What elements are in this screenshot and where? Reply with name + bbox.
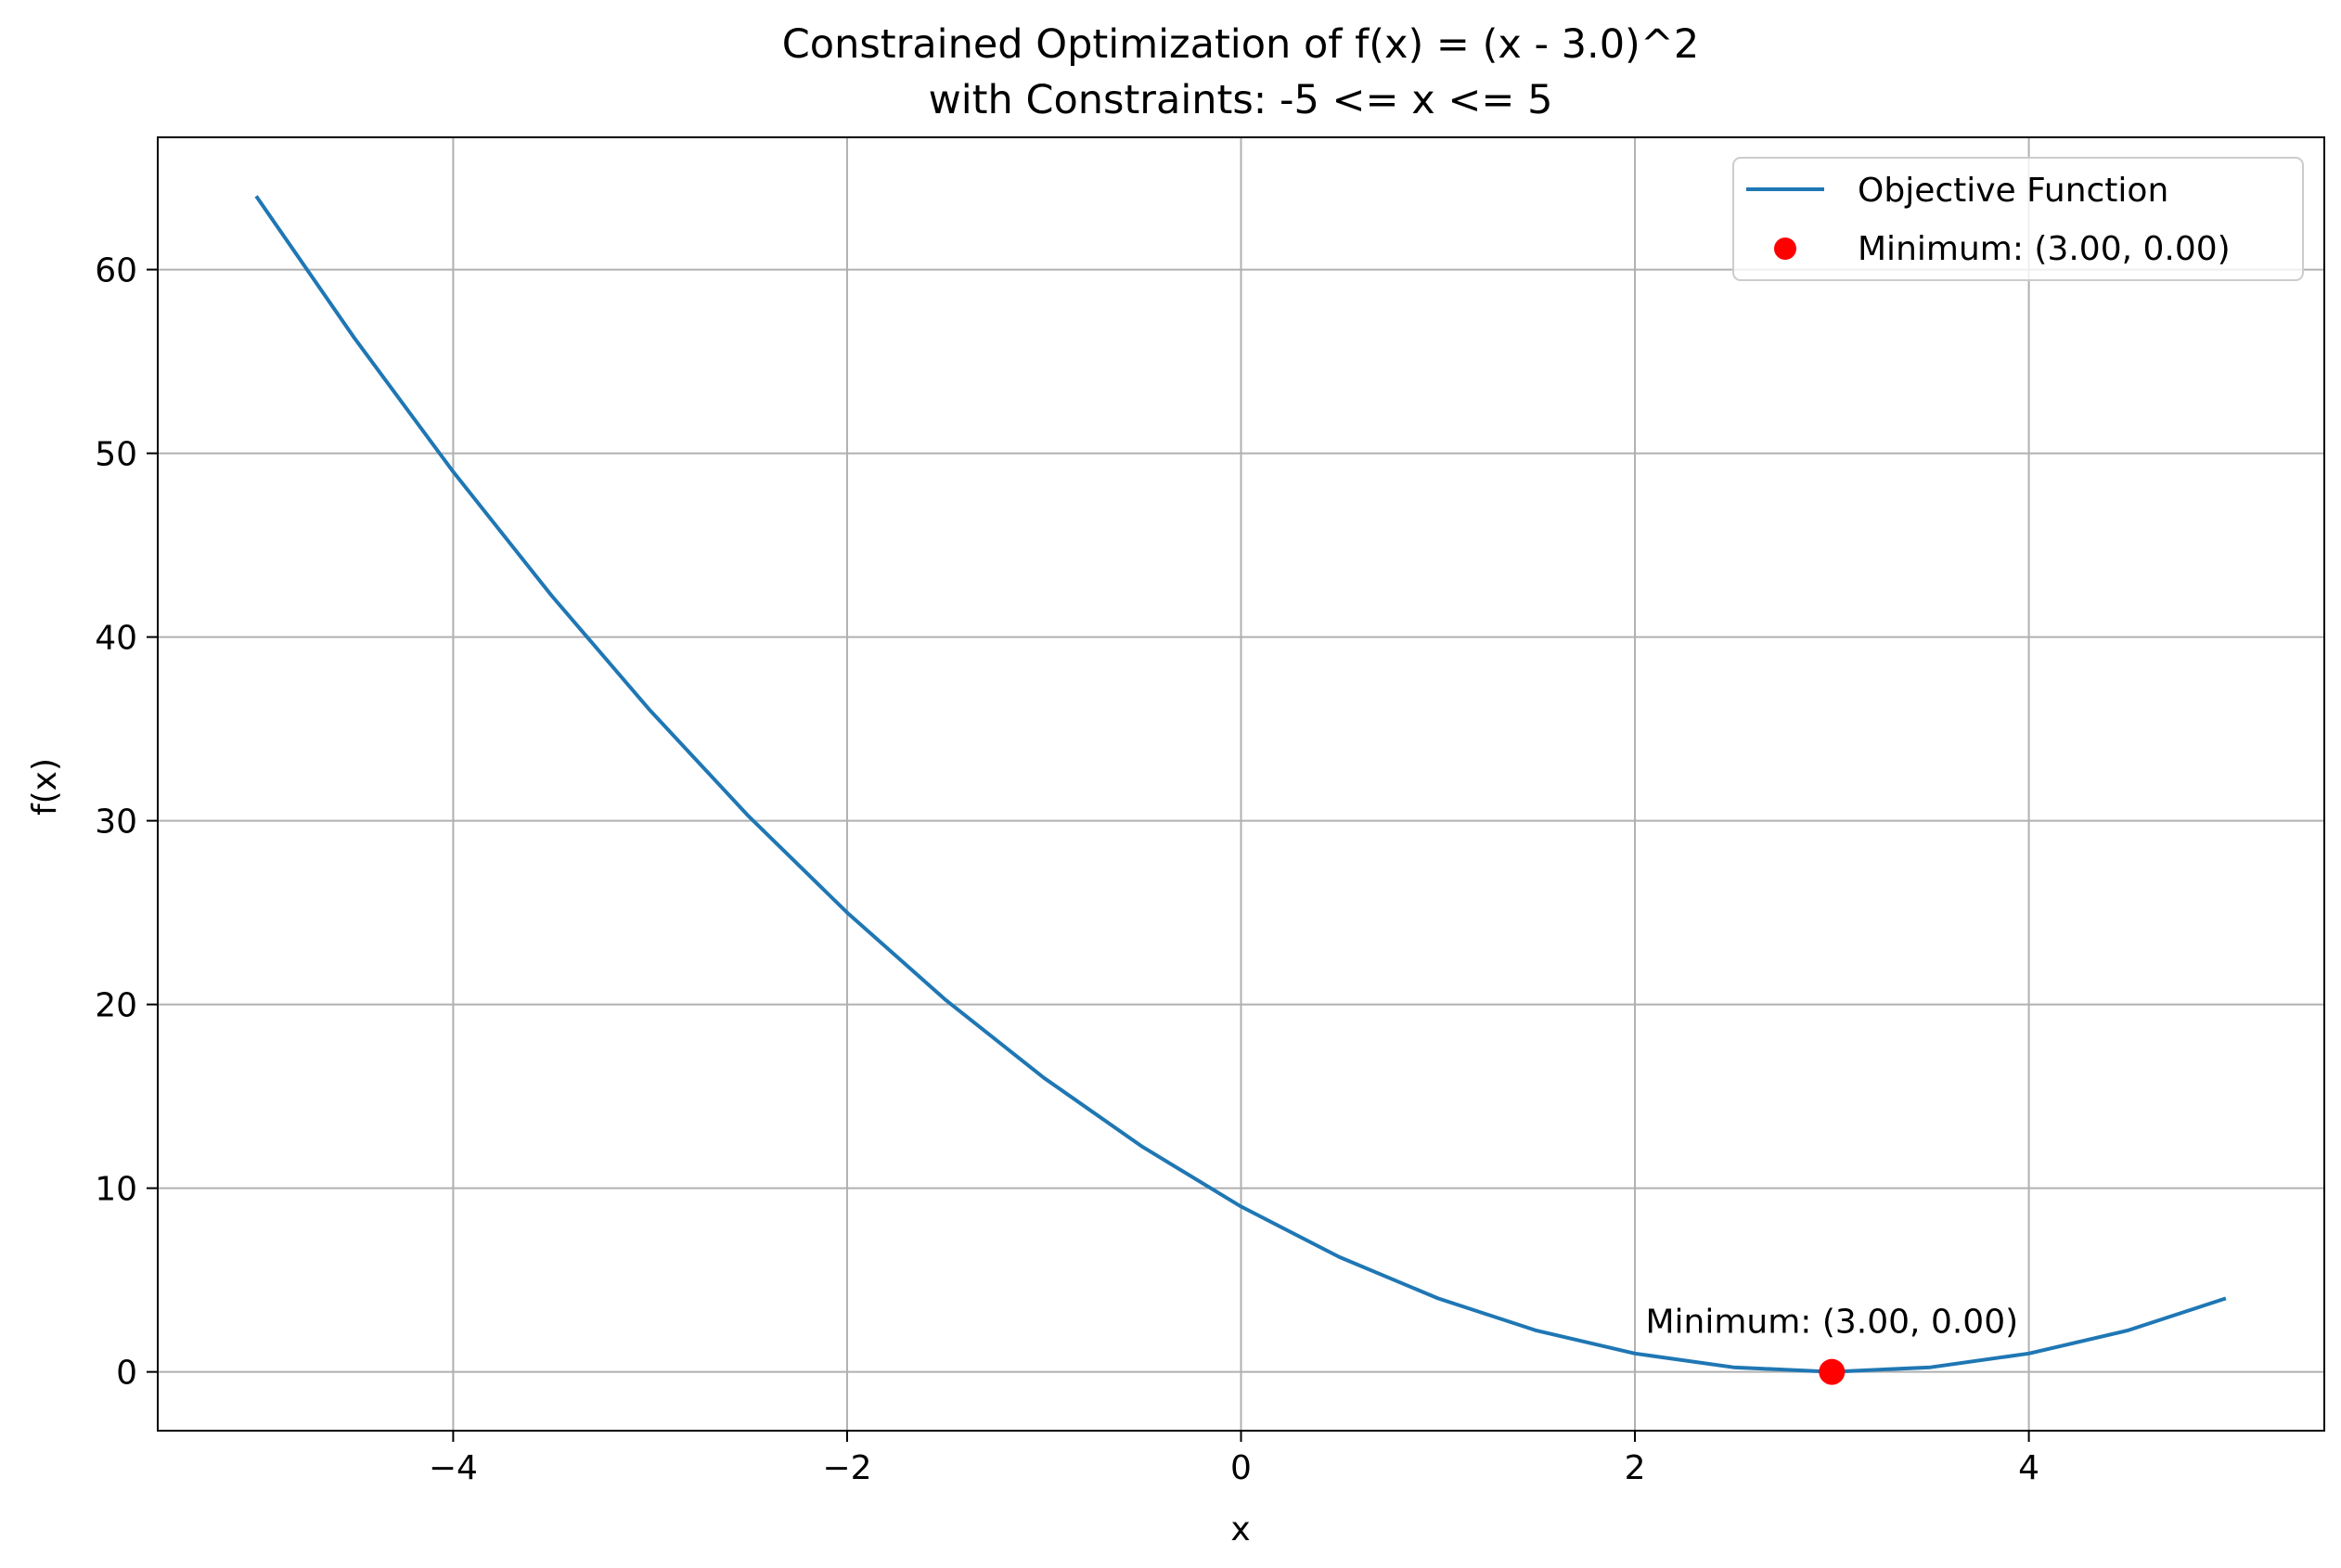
- plot-series: [254, 195, 2227, 1385]
- x-axis-ticks: −4 −2 0 2 4: [429, 1431, 2039, 1487]
- chart-title: Constrained Optimization of f(x) = (x - …: [782, 21, 1699, 68]
- x-tick-label: 4: [2018, 1449, 2039, 1487]
- minimum-annotation: Minimum: (3.00, 0.00): [1645, 1304, 2018, 1342]
- chart-subtitle: with Constraints: -5 <= x <= 5: [929, 77, 1553, 123]
- x-tick-label: −4: [429, 1449, 478, 1487]
- x-axis-label: x: [1230, 1510, 1250, 1549]
- x-tick-label: −2: [822, 1449, 871, 1487]
- legend-label-minimum: Minimum: (3.00, 0.00): [1858, 230, 2231, 268]
- y-tick-label: 30: [95, 803, 137, 842]
- legend-label-objective: Objective Function: [1858, 172, 2168, 210]
- x-tick-label: 0: [1230, 1449, 1252, 1487]
- y-tick-label: 50: [95, 436, 137, 474]
- y-tick-label: 10: [95, 1171, 137, 1209]
- plot-frame: [157, 136, 2325, 1432]
- y-tick-label: 60: [95, 252, 137, 290]
- x-tick-label: 2: [1625, 1449, 1646, 1487]
- y-tick-label: 0: [116, 1355, 137, 1393]
- y-axis-label: f(x): [26, 758, 64, 816]
- minimum-point-marker: [1819, 1358, 1846, 1385]
- y-tick-label: 20: [95, 987, 137, 1025]
- y-axis-ticks: 0 10 20 30 40 50 60: [95, 252, 158, 1393]
- legend-marker-swatch: [1774, 238, 1796, 260]
- legend: Objective Function Minimum: (3.00, 0.00): [1732, 157, 2304, 281]
- y-tick-label: 40: [95, 620, 137, 658]
- legend-box: [1732, 157, 2304, 281]
- grid: [158, 137, 2324, 1431]
- objective-function-line: [254, 195, 2227, 1374]
